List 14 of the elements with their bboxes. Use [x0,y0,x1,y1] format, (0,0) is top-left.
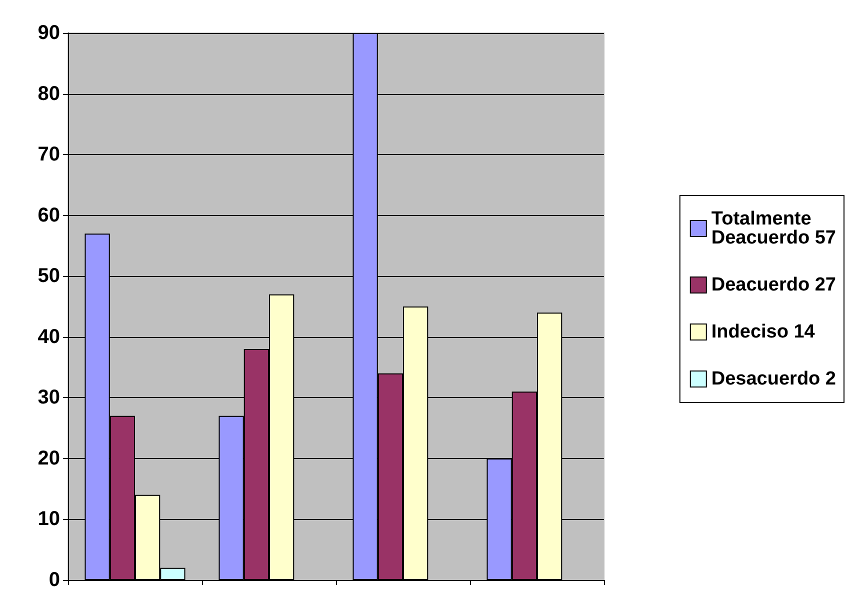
y-tick-label: 0 [48,569,60,591]
legend-label: Desacuerdo 2 [711,368,836,390]
y-tick-label: 90 [38,22,60,44]
y-tick-label: 20 [38,447,60,470]
y-tick-label: 60 [38,204,60,226]
legend-label: Indeciso 14 [711,322,816,342]
y-tick-label: 50 [38,265,60,288]
y-tick-label: 30 [38,386,60,409]
legend-label: Totalmente Deacuerdo 57 [711,208,836,248]
y-tick-label: 70 [38,144,60,166]
legend-label: Deacuerdo 27 [711,274,836,296]
y-tick-label: 80 [38,82,60,105]
y-tick-label: 10 [38,508,60,530]
y-tick-label: 40 [38,326,60,348]
